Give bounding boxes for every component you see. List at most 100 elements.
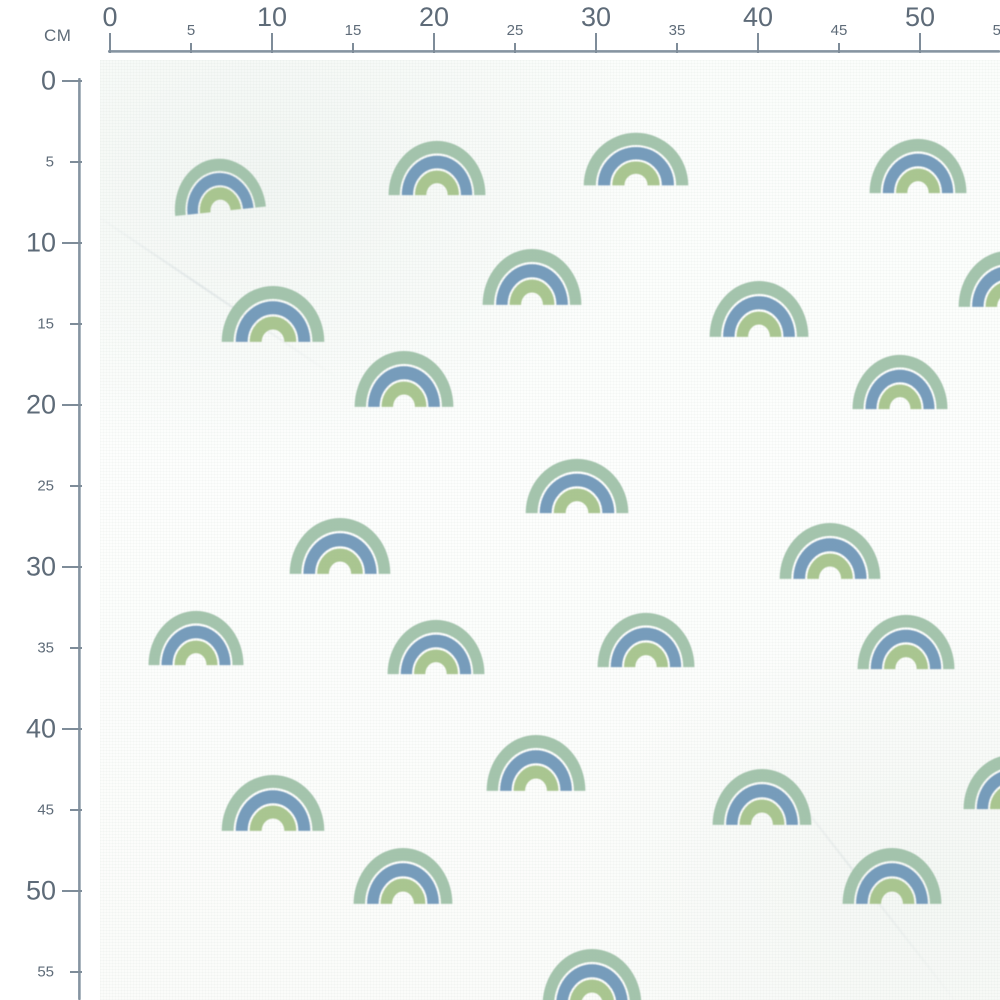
ruler-tick-55 bbox=[70, 971, 82, 973]
rainbow-motif bbox=[707, 278, 811, 344]
outer-arc bbox=[148, 610, 244, 666]
middle-arc bbox=[235, 301, 311, 343]
inner-arc bbox=[807, 553, 853, 580]
ruler-tick-40 bbox=[62, 728, 82, 730]
ruler-label-20: 20 bbox=[418, 2, 450, 32]
outer-arc bbox=[583, 132, 689, 186]
outer-arc bbox=[869, 138, 967, 194]
middle-arc bbox=[539, 473, 615, 514]
rainbow-motif bbox=[385, 617, 487, 681]
middle-arc bbox=[496, 264, 568, 306]
middle-arc bbox=[976, 772, 1000, 810]
outer-arc bbox=[958, 251, 1000, 308]
middle-arc bbox=[726, 784, 798, 826]
outer-arc bbox=[387, 619, 485, 675]
middle-arc bbox=[500, 750, 572, 792]
inner-arc bbox=[249, 316, 297, 343]
ruler-tick-30 bbox=[595, 33, 597, 53]
inner-arc bbox=[612, 161, 660, 186]
ruler-label-35: 35 bbox=[37, 639, 54, 657]
ruler-tick-50 bbox=[919, 33, 921, 53]
inner-arc bbox=[509, 279, 555, 306]
ruler-tick-45 bbox=[838, 43, 840, 53]
outer-arc bbox=[857, 614, 955, 670]
inner-arc bbox=[381, 381, 427, 408]
outer-arc bbox=[525, 458, 629, 514]
outer-arc bbox=[353, 847, 453, 905]
ruler-tick-30 bbox=[62, 566, 82, 568]
rainbow-motif bbox=[219, 772, 327, 838]
inner-arc bbox=[553, 488, 601, 514]
middle-arc bbox=[882, 153, 954, 194]
inner-arc bbox=[990, 789, 1000, 810]
inner-arc bbox=[869, 878, 915, 905]
rainbow-motif bbox=[581, 130, 691, 192]
rainbow-motif bbox=[961, 752, 1000, 816]
ruler-tick-20 bbox=[433, 33, 435, 53]
outer-arc bbox=[709, 280, 809, 338]
ruler-tick-10 bbox=[62, 242, 82, 244]
outer-arc bbox=[486, 734, 586, 792]
middle-arc bbox=[598, 147, 674, 186]
ruler-tick-50 bbox=[62, 890, 82, 892]
ruler-tick-35 bbox=[70, 647, 82, 649]
middle-arc bbox=[972, 267, 1000, 308]
rainbow-motif bbox=[710, 766, 814, 832]
ruler-tick-25 bbox=[514, 43, 516, 53]
ruler-tick-40 bbox=[757, 33, 759, 53]
ruler-label-50: 50 bbox=[25, 875, 56, 906]
rainbow-motif bbox=[855, 612, 957, 676]
vertical-ruler-axis bbox=[78, 78, 81, 1000]
rainbow-motif bbox=[287, 515, 393, 581]
vertical-ruler: 0 5 10 15 20 25 30 35 40 45 50 55 bbox=[0, 0, 100, 1000]
inner-arc bbox=[739, 799, 785, 826]
rainbow-motif bbox=[351, 845, 455, 911]
rainbow-motif bbox=[146, 608, 246, 672]
ruler-label-55: 55 bbox=[992, 22, 1000, 39]
ruler-label-30: 30 bbox=[25, 551, 56, 582]
fabric-crease-line bbox=[759, 750, 964, 1000]
inner-arc bbox=[624, 642, 668, 668]
inner-arc bbox=[380, 878, 426, 905]
inner-arc bbox=[985, 283, 1000, 308]
outer-arc bbox=[712, 768, 812, 826]
ruler-label-20: 20 bbox=[25, 389, 56, 420]
fabric-crease-line bbox=[100, 210, 340, 380]
ruler-tick-15 bbox=[70, 323, 82, 325]
rainbow-motif bbox=[484, 732, 588, 798]
ruler-label-10: 10 bbox=[25, 227, 56, 258]
outer-arc bbox=[221, 774, 325, 832]
outer-arc bbox=[597, 612, 695, 668]
rainbow-motif bbox=[386, 138, 488, 202]
outer-arc bbox=[482, 248, 582, 306]
inner-arc bbox=[896, 168, 940, 194]
middle-arc bbox=[723, 296, 795, 338]
outer-arc bbox=[542, 948, 642, 1000]
outer-arc bbox=[388, 140, 486, 196]
ruler-label-5: 5 bbox=[45, 153, 54, 171]
ruler-label-25: 25 bbox=[506, 22, 524, 39]
rainbow-motif bbox=[840, 845, 944, 911]
inner-arc bbox=[415, 170, 459, 196]
middle-arc bbox=[368, 366, 440, 408]
rainbow-motif bbox=[777, 520, 883, 586]
ruler-label-55: 55 bbox=[37, 963, 54, 981]
ruler-label-0: 0 bbox=[40, 65, 56, 96]
outer-arc bbox=[354, 350, 454, 408]
middle-arc bbox=[865, 369, 935, 410]
rainbow-motif bbox=[867, 136, 969, 200]
horizontal-ruler: 0 5 10 15 20 25 30 35 40 45 50 55 bbox=[0, 0, 1000, 60]
rainbow-motif bbox=[850, 352, 950, 416]
rainbow-motif bbox=[219, 283, 327, 349]
ruler-label-0: 0 bbox=[102, 2, 118, 32]
middle-arc bbox=[556, 964, 628, 1000]
middle-arc bbox=[870, 629, 942, 670]
middle-arc bbox=[303, 533, 377, 575]
ruler-tick-5 bbox=[70, 161, 82, 163]
inner-arc bbox=[884, 644, 928, 670]
middle-arc bbox=[401, 155, 473, 196]
inner-arc bbox=[878, 384, 922, 410]
ruler-tick-0 bbox=[109, 33, 111, 53]
rainbow-motif bbox=[480, 246, 584, 312]
rainbow-motif bbox=[352, 348, 456, 414]
